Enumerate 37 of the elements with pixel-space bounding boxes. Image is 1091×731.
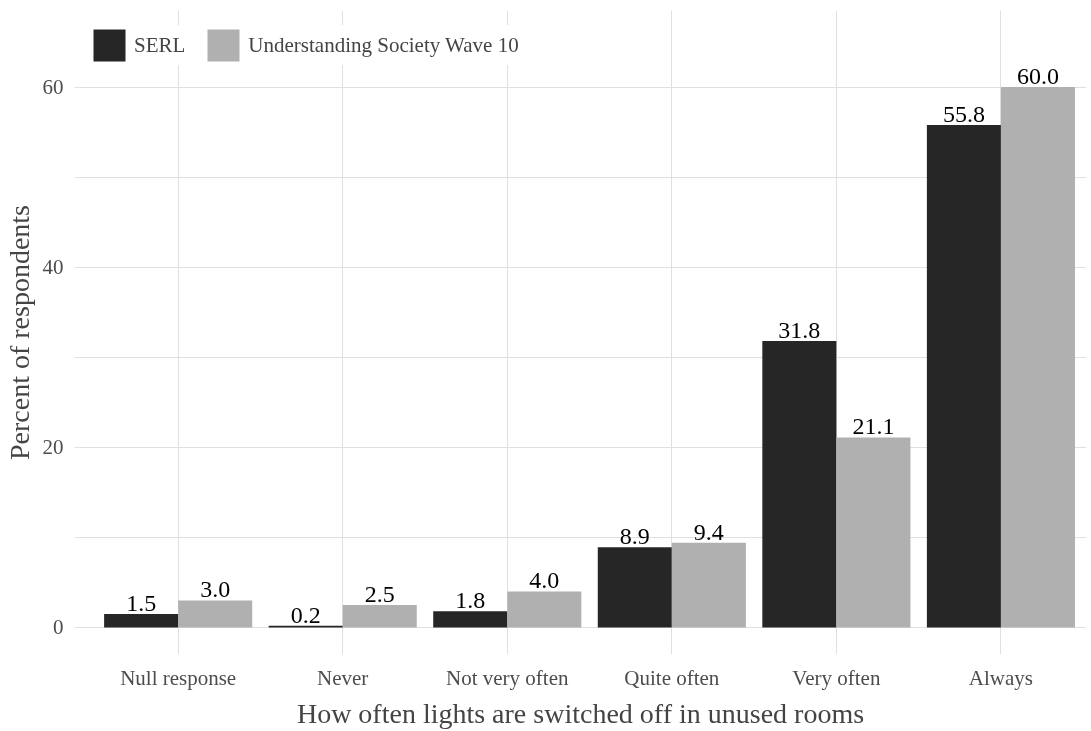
bar <box>597 547 672 628</box>
bar <box>104 613 179 628</box>
bar <box>507 591 582 628</box>
bar <box>762 341 837 628</box>
data-label: 1.8 <box>455 587 486 614</box>
x-tick-label: Null response <box>120 665 237 690</box>
data-label: 0.2 <box>290 601 321 628</box>
legend-label: Understanding Society Wave 10 <box>248 32 519 58</box>
y-axis-title: Percent of respondents <box>3 204 35 461</box>
x-tick-label: Very often <box>792 665 881 690</box>
bar <box>926 124 1001 628</box>
x-tick-label: Never <box>317 665 369 690</box>
data-label: 3.0 <box>200 576 231 603</box>
x-tick-label: Quite often <box>624 665 720 690</box>
bar <box>836 437 911 628</box>
data-label: 1.5 <box>126 589 157 616</box>
data-label: 60.0 <box>1016 63 1059 90</box>
bar <box>671 542 746 628</box>
data-label: 4.0 <box>529 567 560 594</box>
y-tick-label: 40 <box>42 255 64 280</box>
x-axis-title: How often lights are switched off in unused rooms <box>296 697 865 729</box>
data-label: 55.8 <box>942 100 985 127</box>
bar <box>342 604 417 628</box>
x-tick-label: Always <box>968 665 1034 690</box>
bar <box>433 611 508 628</box>
data-label: 31.8 <box>778 317 821 344</box>
bar <box>178 600 253 628</box>
y-tick-label: 0 <box>53 615 64 640</box>
x-tick-label: Not very often <box>446 665 570 690</box>
data-label: 21.1 <box>852 413 895 440</box>
legend-label: SERL <box>134 32 186 58</box>
y-tick-label: 60 <box>42 75 64 100</box>
y-tick-label: 20 <box>42 435 64 460</box>
data-label: 9.4 <box>693 518 724 545</box>
bar <box>1000 87 1075 628</box>
data-label: 2.5 <box>364 580 395 607</box>
data-label: 8.9 <box>619 523 650 550</box>
